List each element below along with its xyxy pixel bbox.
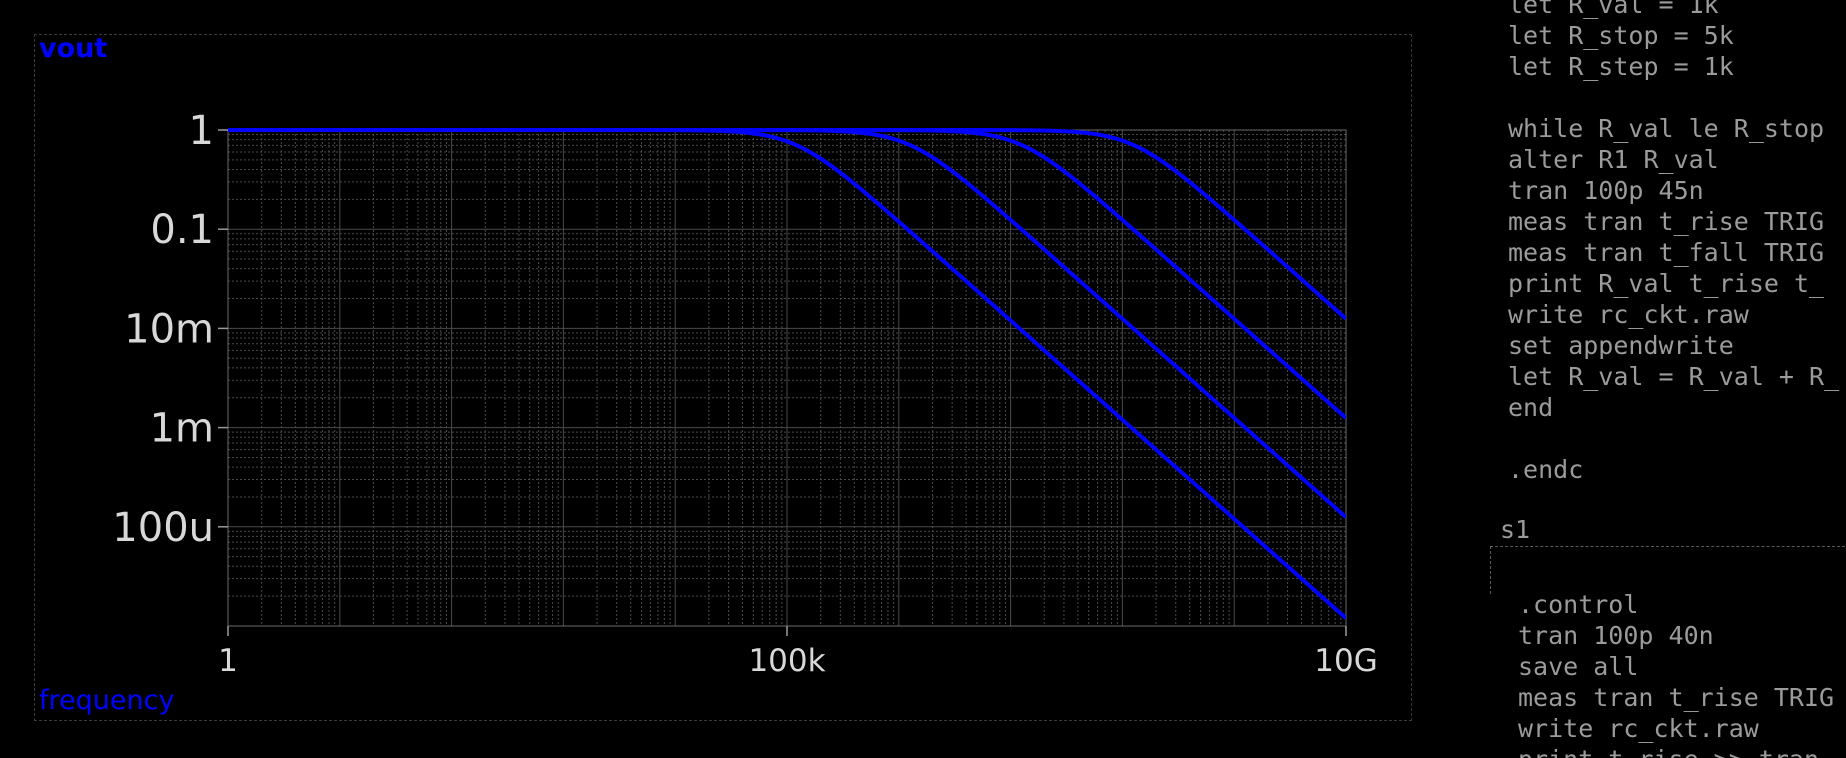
code-line: let R_step = 1k	[1508, 52, 1734, 81]
code-line: let R_val = R_val + R_	[1508, 362, 1840, 391]
grid	[227, 130, 1346, 627]
x-axis-title[interactable]: frequency	[39, 685, 175, 716]
code-line: save all	[1518, 652, 1639, 681]
code-line: write rc_ckt.raw	[1508, 300, 1749, 329]
code-line: alter R1 R_val	[1508, 145, 1719, 174]
block-outline	[1490, 546, 1846, 594]
plot-frame	[34, 34, 1412, 721]
code-line: set appendwrite	[1508, 331, 1734, 360]
series-group	[228, 128, 1346, 620]
code-line: print R_val t_rise t_	[1508, 269, 1825, 298]
code-line: print t_rise >> tran	[1518, 747, 1819, 758]
code-line: .control	[1518, 590, 1639, 619]
code-line: let R_stop = 5k	[1508, 21, 1734, 50]
series-4-line[interactable]	[228, 128, 1346, 321]
x-tick-label: 1	[218, 643, 238, 679]
block-label: s1	[1500, 515, 1531, 544]
x-tick-label: 100k	[748, 643, 825, 679]
code-line: meas tran t_rise TRIG	[1518, 683, 1835, 712]
y-tick-label: 1m	[150, 406, 214, 452]
y-tick-label: 10m	[124, 306, 214, 352]
y-tick-label: 100u	[112, 505, 214, 551]
code-line: .endc	[1508, 455, 1584, 484]
code-line: meas tran t_rise TRIG	[1508, 207, 1825, 236]
y-axis-title[interactable]: vout	[39, 33, 108, 64]
netlist-code-panel: let R_val = 1k let R_stop = 5k let R_step …	[1480, 0, 1846, 758]
code-line: tran 100p 45n	[1508, 176, 1704, 205]
y-tick-label: 1	[189, 108, 214, 154]
code-line: let R_val = 1k	[1508, 0, 1719, 19]
x-tick-label: 10G	[1314, 643, 1377, 679]
code-line: write rc_ckt.raw	[1518, 714, 1759, 743]
code-line: end	[1508, 393, 1554, 422]
plot-area[interactable]: 1 0.1 10m 1m 100u 1 100k 10G	[0, 0, 1412, 758]
y-tick-label: 0.1	[150, 207, 214, 253]
axes: 1 0.1 10m 1m 100u 1 100k 10G	[112, 108, 1377, 679]
code-line: while R_val le R_stop	[1508, 114, 1825, 143]
code-line: tran 100p 40n	[1518, 621, 1714, 650]
code-line: meas tran t_fall TRIG	[1508, 238, 1825, 267]
